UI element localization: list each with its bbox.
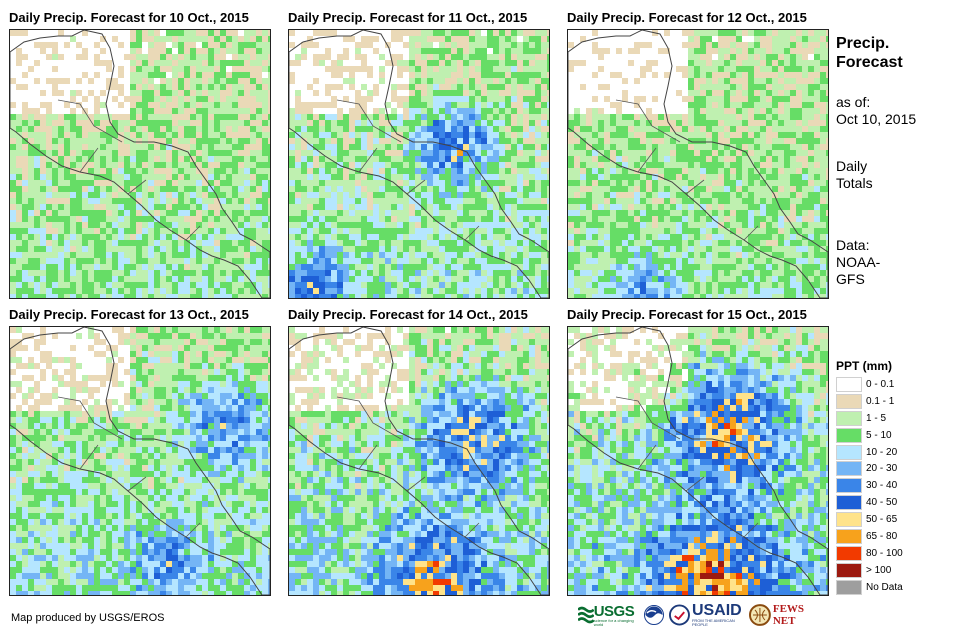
country-borders: [336, 396, 480, 538]
legend-swatch: [836, 461, 862, 477]
usgs-tagline: science for a changing world: [593, 617, 634, 627]
panel-title: Daily Precip. Forecast for 11 Oct., 2015: [288, 10, 528, 25]
panel-title: Daily Precip. Forecast for 12 Oct., 2015: [567, 10, 807, 25]
legend-label: 0.1 - 1: [866, 395, 895, 407]
precip-map: [567, 29, 829, 299]
country-borders: [615, 396, 759, 538]
legend-label: 40 - 50: [866, 497, 898, 509]
noaa-logo: [644, 600, 666, 630]
legend-swatch: [836, 376, 862, 392]
legend-label: 1 - 5: [866, 412, 887, 424]
precip-raster: [10, 30, 270, 298]
legend-item: 5 - 10: [836, 427, 966, 444]
coastline: [289, 327, 549, 595]
legend-swatch: [836, 393, 862, 409]
legend-label: > 100: [866, 564, 892, 576]
legend-swatch: [836, 495, 862, 511]
legend-label: 30 - 40: [866, 480, 898, 492]
legend-label: 50 - 65: [866, 514, 898, 526]
legend-swatch: [836, 444, 862, 460]
legend-label: 65 - 80: [866, 530, 898, 542]
legend-item: 65 - 80: [836, 528, 966, 545]
panel-title: Daily Precip. Forecast for 13 Oct., 2015: [9, 307, 249, 322]
asof-label: as of:: [836, 94, 871, 110]
legend-item: 30 - 40: [836, 477, 966, 494]
precip-raster: [10, 327, 270, 595]
legend-item: 40 - 50: [836, 494, 966, 511]
coastline: [10, 30, 270, 298]
asof-date: Oct 10, 2015: [836, 111, 917, 127]
legend-swatch: [836, 512, 862, 528]
precip-map: [288, 326, 550, 596]
panel-title: Daily Precip. Forecast for 15 Oct., 2015: [567, 307, 807, 322]
totals-line2: Totals: [836, 175, 873, 191]
data-source-line1: NOAA-: [836, 254, 881, 270]
logos: USGS science for a changing world USAID …: [578, 600, 828, 630]
coastline: [568, 327, 828, 595]
usaid-logo: USAID FROM THE AMERICAN PEOPLE: [669, 600, 749, 630]
precip-map: [288, 29, 550, 299]
legend-swatch: [836, 528, 862, 544]
country-borders: [57, 396, 201, 538]
legend-label: 80 - 100: [866, 547, 903, 559]
country-borders: [57, 99, 201, 241]
precip-map: [9, 326, 271, 596]
legend-item: 50 - 65: [836, 511, 966, 528]
legend-label: 5 - 10: [866, 429, 892, 441]
precip-raster: [568, 30, 828, 298]
legend-label: 0 - 0.1: [866, 378, 895, 390]
legend-item: > 100: [836, 562, 966, 579]
panel-title: Daily Precip. Forecast for 14 Oct., 2015: [288, 307, 528, 322]
precip-raster: [289, 327, 549, 595]
legend-item: 20 - 30: [836, 460, 966, 477]
panel-title: Daily Precip. Forecast for 10 Oct., 2015: [9, 10, 249, 25]
legend-item: No Data: [836, 579, 966, 596]
fewsnet-text: FEWS NET: [772, 603, 805, 627]
data-label: Data:: [836, 237, 870, 253]
coastline: [10, 327, 270, 595]
usgs-logo: USGS science for a changing world: [578, 600, 638, 630]
legend-label: 10 - 20: [866, 446, 898, 458]
side-info: Precip. Forecast as of: Oct 10, 2015 Dai…: [836, 34, 916, 288]
precip-map: [567, 326, 829, 596]
footer-credit: Map produced by USGS/EROS: [11, 612, 165, 624]
usaid-tagline: FROM THE AMERICAN PEOPLE: [691, 618, 735, 627]
coastline: [289, 30, 549, 298]
side-title-line1: Precip.: [836, 35, 890, 52]
legend-swatch: [836, 427, 862, 443]
data-source-line2: GFS: [836, 271, 865, 287]
fewsnet-globe-icon: [749, 604, 771, 626]
precip-map: [9, 29, 271, 299]
legend-label: 20 - 30: [866, 463, 898, 475]
legend-item: 10 - 20: [836, 444, 966, 461]
coastline: [568, 30, 828, 298]
legend-item: 80 - 100: [836, 545, 966, 562]
legend-swatch: [836, 562, 862, 578]
usgs-text: USGS: [593, 602, 635, 620]
legend-swatch: [836, 545, 862, 561]
usaid-seal-icon: [669, 604, 690, 626]
legend-item: 0 - 0.1: [836, 376, 966, 393]
precip-raster: [289, 30, 549, 298]
totals-line1: Daily: [836, 158, 868, 174]
legend-label: No Data: [866, 581, 903, 593]
legend-item: 1 - 5: [836, 410, 966, 427]
legend-swatch: [836, 579, 862, 595]
side-title-line2: Forecast: [836, 54, 903, 71]
legend-swatch: [836, 478, 862, 494]
country-borders: [615, 99, 759, 241]
legend-swatch: [836, 410, 862, 426]
legend: PPT (mm) 0 - 0.1 0.1 - 1 1 - 5 5 - 10 10 - 2…: [836, 359, 966, 596]
fewsnet-logo: FEWS NET: [749, 600, 829, 630]
precip-raster: [568, 327, 828, 595]
noaa-emblem-icon: [644, 605, 664, 625]
usaid-text: USAID: [691, 602, 742, 619]
usgs-wave-icon: [578, 606, 594, 624]
country-borders: [336, 99, 480, 241]
legend-title: PPT (mm): [836, 359, 893, 373]
legend-item: 0.1 - 1: [836, 393, 966, 410]
